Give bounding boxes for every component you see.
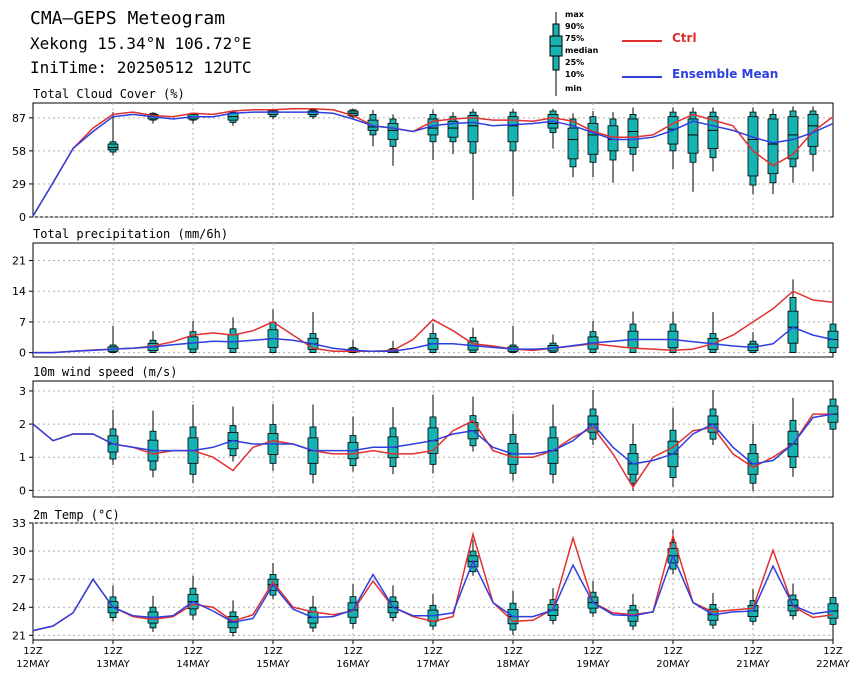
x-tick-hour-1: 12Z [103, 646, 123, 657]
y-tick-label-0-2: 58 [12, 145, 26, 158]
legend-ctrl-line [622, 40, 662, 42]
x-tick-hour-0: 12Z [23, 646, 43, 657]
x-tick-hour-2: 12Z [183, 646, 203, 657]
y-tick-label-0-3: 87 [12, 112, 26, 125]
legend-p25-label: 25% [565, 58, 585, 67]
x-tick-date-3: 15MAY [256, 659, 290, 670]
box-p25-p75-0-10 [447, 120, 459, 138]
ctrl-line-1 [33, 290, 834, 354]
init-time-label: IniTime: 20250512 12UTC [30, 58, 252, 77]
ctrl-line-2 [32, 413, 833, 489]
x-tick-date-6: 18MAY [496, 659, 530, 670]
y-tick-label-3-4: 33 [12, 517, 26, 530]
y-tick-label-0-0: 0 [19, 211, 26, 224]
y-tick-label-2-3: 3 [19, 385, 26, 398]
legend-median-label: median [565, 46, 599, 55]
box-p25-p75-0-0 [107, 143, 119, 151]
ensemble-mean-line-3 [32, 553, 834, 632]
legend-mean-line [622, 76, 662, 78]
box-p25-p75-0-8 [387, 123, 399, 140]
ensemble-mean-line-2 [32, 413, 834, 465]
x-tick-hour-9: 12Z [743, 646, 763, 657]
ensemble-mean-line-1 [33, 326, 834, 354]
box-p25-p75-0-20 [707, 116, 719, 150]
x-tick-date-7: 19MAY [576, 659, 610, 670]
y-tick-label-2-1: 1 [19, 451, 26, 464]
box-legend-glyph [549, 12, 563, 96]
y-tick-label-1-2: 14 [12, 285, 26, 298]
box-p25-p75-0-11 [467, 115, 479, 143]
box-p25-p75-0-21 [747, 116, 759, 177]
x-tick-date-4: 16MAY [336, 659, 370, 670]
legend-p75-label: 75% [565, 34, 585, 43]
legend-p10-label: 10% [565, 70, 585, 79]
ensemble-mean-line-0 [32, 111, 834, 217]
x-tick-hour-5: 12Z [423, 646, 443, 657]
meteogram-title: CMA—GEPS Meteogram [30, 8, 226, 29]
y-tick-label-2-2: 2 [19, 418, 26, 431]
box-p25-p75-0-17 [627, 118, 639, 148]
y-tick-label-3-3: 30 [12, 545, 26, 558]
x-tick-hour-8: 12Z [663, 646, 683, 657]
legend-mean-label: Ensemble Mean [672, 67, 779, 81]
y-tick-label-0-1: 29 [12, 178, 26, 191]
y-tick-label-3-2: 27 [12, 573, 26, 586]
legend-p90-label: 90% [565, 22, 585, 31]
y-tick-label-1-1: 7 [19, 316, 26, 329]
y-tick-label-1-3: 21 [12, 255, 26, 268]
box-p25-p75-0-22 [767, 118, 779, 175]
y-tick-label-3-1: 24 [12, 601, 26, 614]
legend-mean: Ensemble Mean [622, 67, 790, 87]
legend-ctrl-label: Ctrl [672, 31, 697, 45]
x-tick-date-1: 13MAY [96, 659, 130, 670]
panel-title-0: Total Cloud Cover (%) [33, 87, 185, 101]
y-tick-label-1-0: 0 [19, 347, 26, 360]
x-tick-date-8: 20MAY [656, 659, 690, 670]
y-tick-label-3-0: 21 [12, 629, 26, 642]
y-tick-label-2-0: 0 [19, 484, 26, 497]
panel-title-3: 2m Temp (°C) [33, 508, 120, 522]
x-tick-date-0: 12MAY [16, 659, 50, 670]
x-tick-hour-3: 12Z [263, 646, 283, 657]
box-p25-p75-0-15 [587, 123, 599, 155]
panel-title-2: 10m wind speed (m/s) [33, 365, 178, 379]
panel-title-1: Total precipitation (mm/6h) [33, 227, 228, 241]
legend-ctrl: Ctrl [622, 31, 790, 51]
ctrl-line-0 [32, 107, 834, 217]
legend-min-label: min [565, 84, 582, 93]
box-p25-p75-0-19 [687, 118, 699, 154]
box-p25-p75-0-12 [507, 116, 519, 143]
x-tick-date-5: 17MAY [416, 659, 450, 670]
x-tick-date-10: 22MAY [816, 659, 850, 670]
x-tick-date-2: 14MAY [176, 659, 210, 670]
x-tick-hour-7: 12Z [583, 646, 603, 657]
ctrl-line-3 [32, 531, 834, 632]
legend-max-label: max [565, 10, 584, 19]
x-tick-hour-4: 12Z [343, 646, 363, 657]
x-tick-date-9: 21MAY [736, 659, 770, 670]
box-p25-p75-0-14 [567, 127, 579, 160]
x-tick-hour-10: 12Z [823, 646, 843, 657]
x-tick-hour-6: 12Z [503, 646, 523, 657]
box-whisker-legend: max 90% 75% median 25% 10% min [548, 10, 608, 100]
location-label: Xekong 15.34°N 106.72°E [30, 34, 252, 53]
